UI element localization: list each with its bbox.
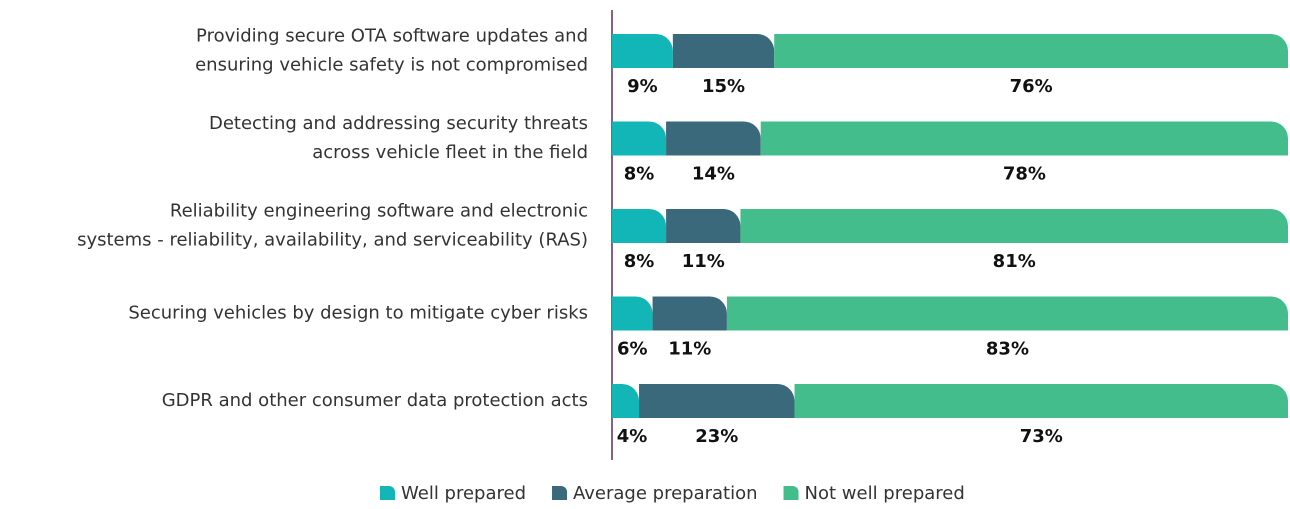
legend-label: Not well prepared xyxy=(805,483,965,504)
legend-swatch xyxy=(380,486,395,500)
value-label: 23% xyxy=(695,426,738,447)
category-line: across vehicle fleet in the field xyxy=(312,142,588,163)
category-line: Detecting and addressing security threat… xyxy=(209,113,588,134)
bar-segment xyxy=(794,384,1288,418)
bar-segment xyxy=(652,296,727,331)
value-label: 83% xyxy=(986,339,1029,360)
legend-label: Average preparation xyxy=(573,483,758,504)
bar-segment xyxy=(666,121,761,156)
value-label: 11% xyxy=(668,339,711,360)
category-line: systems - reliability, availability, and… xyxy=(77,230,588,251)
bar-segment xyxy=(612,296,653,331)
category-line: ensuring vehicle safety is not compromis… xyxy=(195,55,588,76)
bar-segment xyxy=(774,34,1288,68)
value-label: 9% xyxy=(627,76,658,97)
legend-label: Well prepared xyxy=(401,483,526,504)
value-label: 76% xyxy=(1010,76,1053,97)
category-label: Detecting and addressing security threat… xyxy=(209,113,588,163)
legend-item: Average preparation xyxy=(552,483,758,504)
bar-segment xyxy=(726,296,1288,331)
bar-segment xyxy=(612,34,673,68)
legend-item: Not well prepared xyxy=(783,483,965,504)
bar-segment xyxy=(612,384,640,418)
category-label: Securing vehicles by design to mitigate … xyxy=(128,303,588,324)
bar-segment xyxy=(612,209,667,243)
bar-segment xyxy=(760,121,1288,156)
legend-swatch xyxy=(783,486,799,500)
bar-segment xyxy=(740,209,1288,243)
legend-swatch xyxy=(552,486,568,500)
bar-segment xyxy=(666,209,741,243)
bar-segment xyxy=(639,384,795,418)
value-label: 4% xyxy=(617,426,648,447)
category-label: Providing secure OTA software updates an… xyxy=(195,26,588,76)
value-label: 81% xyxy=(993,251,1036,272)
category-label: Reliability engineering software and ele… xyxy=(77,201,588,251)
value-label: 14% xyxy=(692,164,735,185)
value-label: 6% xyxy=(617,339,648,360)
value-label: 8% xyxy=(624,251,655,272)
category-line: Reliability engineering software and ele… xyxy=(170,201,588,222)
bar-segment xyxy=(612,121,667,156)
value-label: 78% xyxy=(1003,164,1046,185)
value-label: 15% xyxy=(702,76,745,97)
value-label: 8% xyxy=(624,164,655,185)
value-label: 11% xyxy=(682,251,725,272)
category-line: Providing secure OTA software updates an… xyxy=(196,26,588,47)
category-label: GDPR and other consumer data protection … xyxy=(162,390,588,411)
bar-segment xyxy=(672,34,775,68)
value-label: 73% xyxy=(1020,426,1063,447)
legend-item: Well prepared xyxy=(380,483,526,504)
